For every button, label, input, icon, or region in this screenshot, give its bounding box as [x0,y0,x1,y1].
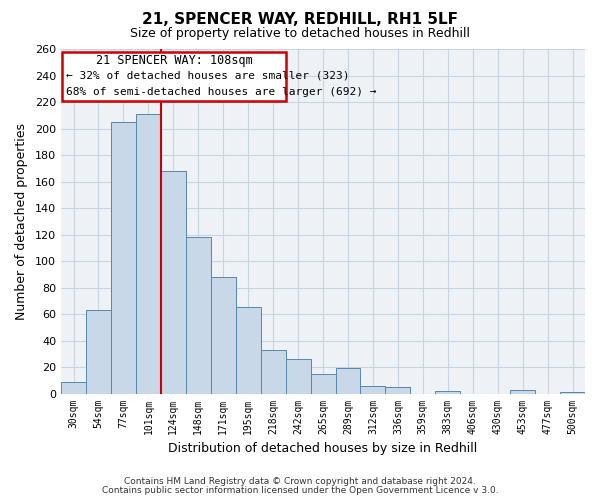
X-axis label: Distribution of detached houses by size in Redhill: Distribution of detached houses by size … [169,442,478,455]
Text: 21, SPENCER WAY, REDHILL, RH1 5LF: 21, SPENCER WAY, REDHILL, RH1 5LF [142,12,458,28]
Text: Size of property relative to detached houses in Redhill: Size of property relative to detached ho… [130,28,470,40]
Bar [186,237,211,394]
Bar [361,386,385,394]
Bar [286,359,311,394]
Bar [86,310,111,394]
Text: 68% of semi-detached houses are larger (692) →: 68% of semi-detached houses are larger (… [66,87,377,97]
Bar [161,171,186,394]
Bar [111,122,136,394]
Bar [61,382,86,394]
Bar [385,387,410,394]
Bar [335,368,361,394]
FancyBboxPatch shape [62,52,286,100]
Bar [311,374,335,394]
Bar [236,308,260,394]
Text: Contains public sector information licensed under the Open Government Licence v : Contains public sector information licen… [101,486,499,495]
Bar [560,392,585,394]
Y-axis label: Number of detached properties: Number of detached properties [15,123,28,320]
Text: Contains HM Land Registry data © Crown copyright and database right 2024.: Contains HM Land Registry data © Crown c… [124,477,476,486]
Bar [510,390,535,394]
Bar [136,114,161,394]
Bar [436,391,460,394]
Bar [211,277,236,394]
Bar [260,350,286,394]
Text: ← 32% of detached houses are smaller (323): ← 32% of detached houses are smaller (32… [66,70,350,81]
Text: 21 SPENCER WAY: 108sqm: 21 SPENCER WAY: 108sqm [95,54,253,68]
